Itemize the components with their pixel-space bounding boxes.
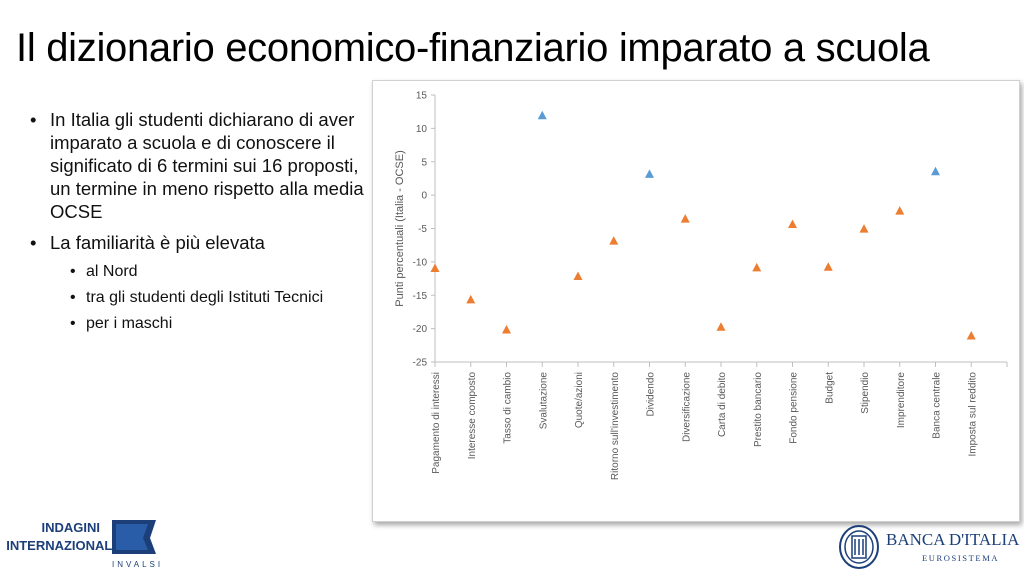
x-tick-label: Banca centrale bbox=[932, 372, 943, 439]
y-tick-label: 0 bbox=[421, 191, 427, 202]
logo-text-eurosistema: EUROSISTEMA bbox=[922, 553, 1000, 563]
x-tick-label: Prestito bancario bbox=[753, 372, 764, 447]
logo-text-indagini: INDAGINI bbox=[41, 520, 101, 535]
x-tick-label: Budget bbox=[824, 372, 835, 404]
data-point bbox=[716, 322, 726, 331]
x-tick-label: Stipendio bbox=[860, 372, 871, 414]
y-axis-title: Punti percentuali (Italia - OCSE) bbox=[394, 150, 406, 307]
y-tick-label: -25 bbox=[413, 358, 428, 369]
x-tick-label: Carta di debito bbox=[717, 372, 728, 437]
data-point bbox=[645, 169, 654, 178]
data-point bbox=[537, 110, 547, 120]
sub-bullet-item: per i maschi bbox=[68, 314, 368, 334]
x-tick-label: Interesse composto bbox=[467, 372, 478, 460]
y-tick-label: -20 bbox=[413, 324, 428, 335]
invalsi-mark-icon bbox=[112, 520, 156, 554]
data-point bbox=[680, 214, 690, 223]
x-tick-label: Dividendo bbox=[646, 372, 657, 417]
logo-text-internazionali: INTERNAZIONALI bbox=[6, 538, 116, 553]
sub-bullet-item: tra gli studenti degli Istituti Tecnici bbox=[68, 288, 368, 308]
logo-text-invalsi: INVALSI bbox=[112, 560, 164, 569]
x-tick-label: Tasso di cambio bbox=[503, 372, 514, 444]
y-tick-label: -10 bbox=[413, 257, 428, 268]
x-tick-label: Quote/azioni bbox=[574, 372, 585, 428]
bullet-item: In Italia gli studenti dichiarano di ave… bbox=[28, 108, 368, 223]
data-point bbox=[966, 330, 976, 340]
banca-italia-seal-icon bbox=[839, 525, 879, 569]
x-tick-label: Fondo pensione bbox=[789, 372, 800, 444]
y-tick-label: 15 bbox=[416, 91, 428, 102]
data-point bbox=[931, 166, 940, 176]
x-tick-label: Diversificazione bbox=[681, 372, 692, 442]
y-tick-label: 5 bbox=[421, 157, 427, 168]
y-tick-label: -15 bbox=[413, 291, 428, 302]
bullet-list: In Italia gli studenti dichiarano di ave… bbox=[28, 108, 368, 340]
logo-text-banca-italia: BANCA D'ITALIA bbox=[886, 530, 1020, 549]
x-tick-label: Pagamento di interessi bbox=[431, 372, 442, 474]
bullet-item: La familiarità è più elevata bbox=[28, 231, 368, 254]
data-point bbox=[573, 271, 583, 281]
data-point bbox=[823, 262, 833, 271]
x-tick-label: Imprenditore bbox=[896, 372, 907, 429]
sub-bullet-list: al Nord tra gli studenti degli Istituti … bbox=[28, 262, 368, 334]
data-point bbox=[788, 219, 797, 228]
y-tick-label: -5 bbox=[418, 224, 427, 235]
data-point bbox=[430, 263, 440, 273]
y-tick-label: 10 bbox=[416, 124, 428, 135]
x-tick-label: Ritorno sull'investimento bbox=[610, 372, 621, 481]
chart-panel: 15 10 5 0 -5 -10 -15 -20 -25 Pagamento di interes… bbox=[372, 80, 1020, 522]
data-point bbox=[859, 224, 869, 233]
data-point bbox=[466, 294, 476, 304]
x-tick-label: Imposta sul reddito bbox=[967, 372, 978, 457]
banca-italia-logo: BANCA D'ITALIA EUROSISTEMA bbox=[838, 524, 1022, 576]
data-point bbox=[609, 236, 619, 245]
sub-bullet-item: al Nord bbox=[68, 262, 368, 282]
x-tick-label: Svalutazione bbox=[538, 372, 549, 430]
invalsi-logo: INDAGINI INTERNAZIONALI INVALSI bbox=[6, 516, 160, 576]
data-point bbox=[502, 324, 511, 334]
data-point bbox=[895, 206, 905, 215]
slide-title: Il dizionario economico-finanziario impa… bbox=[16, 26, 930, 70]
data-point bbox=[752, 262, 762, 272]
